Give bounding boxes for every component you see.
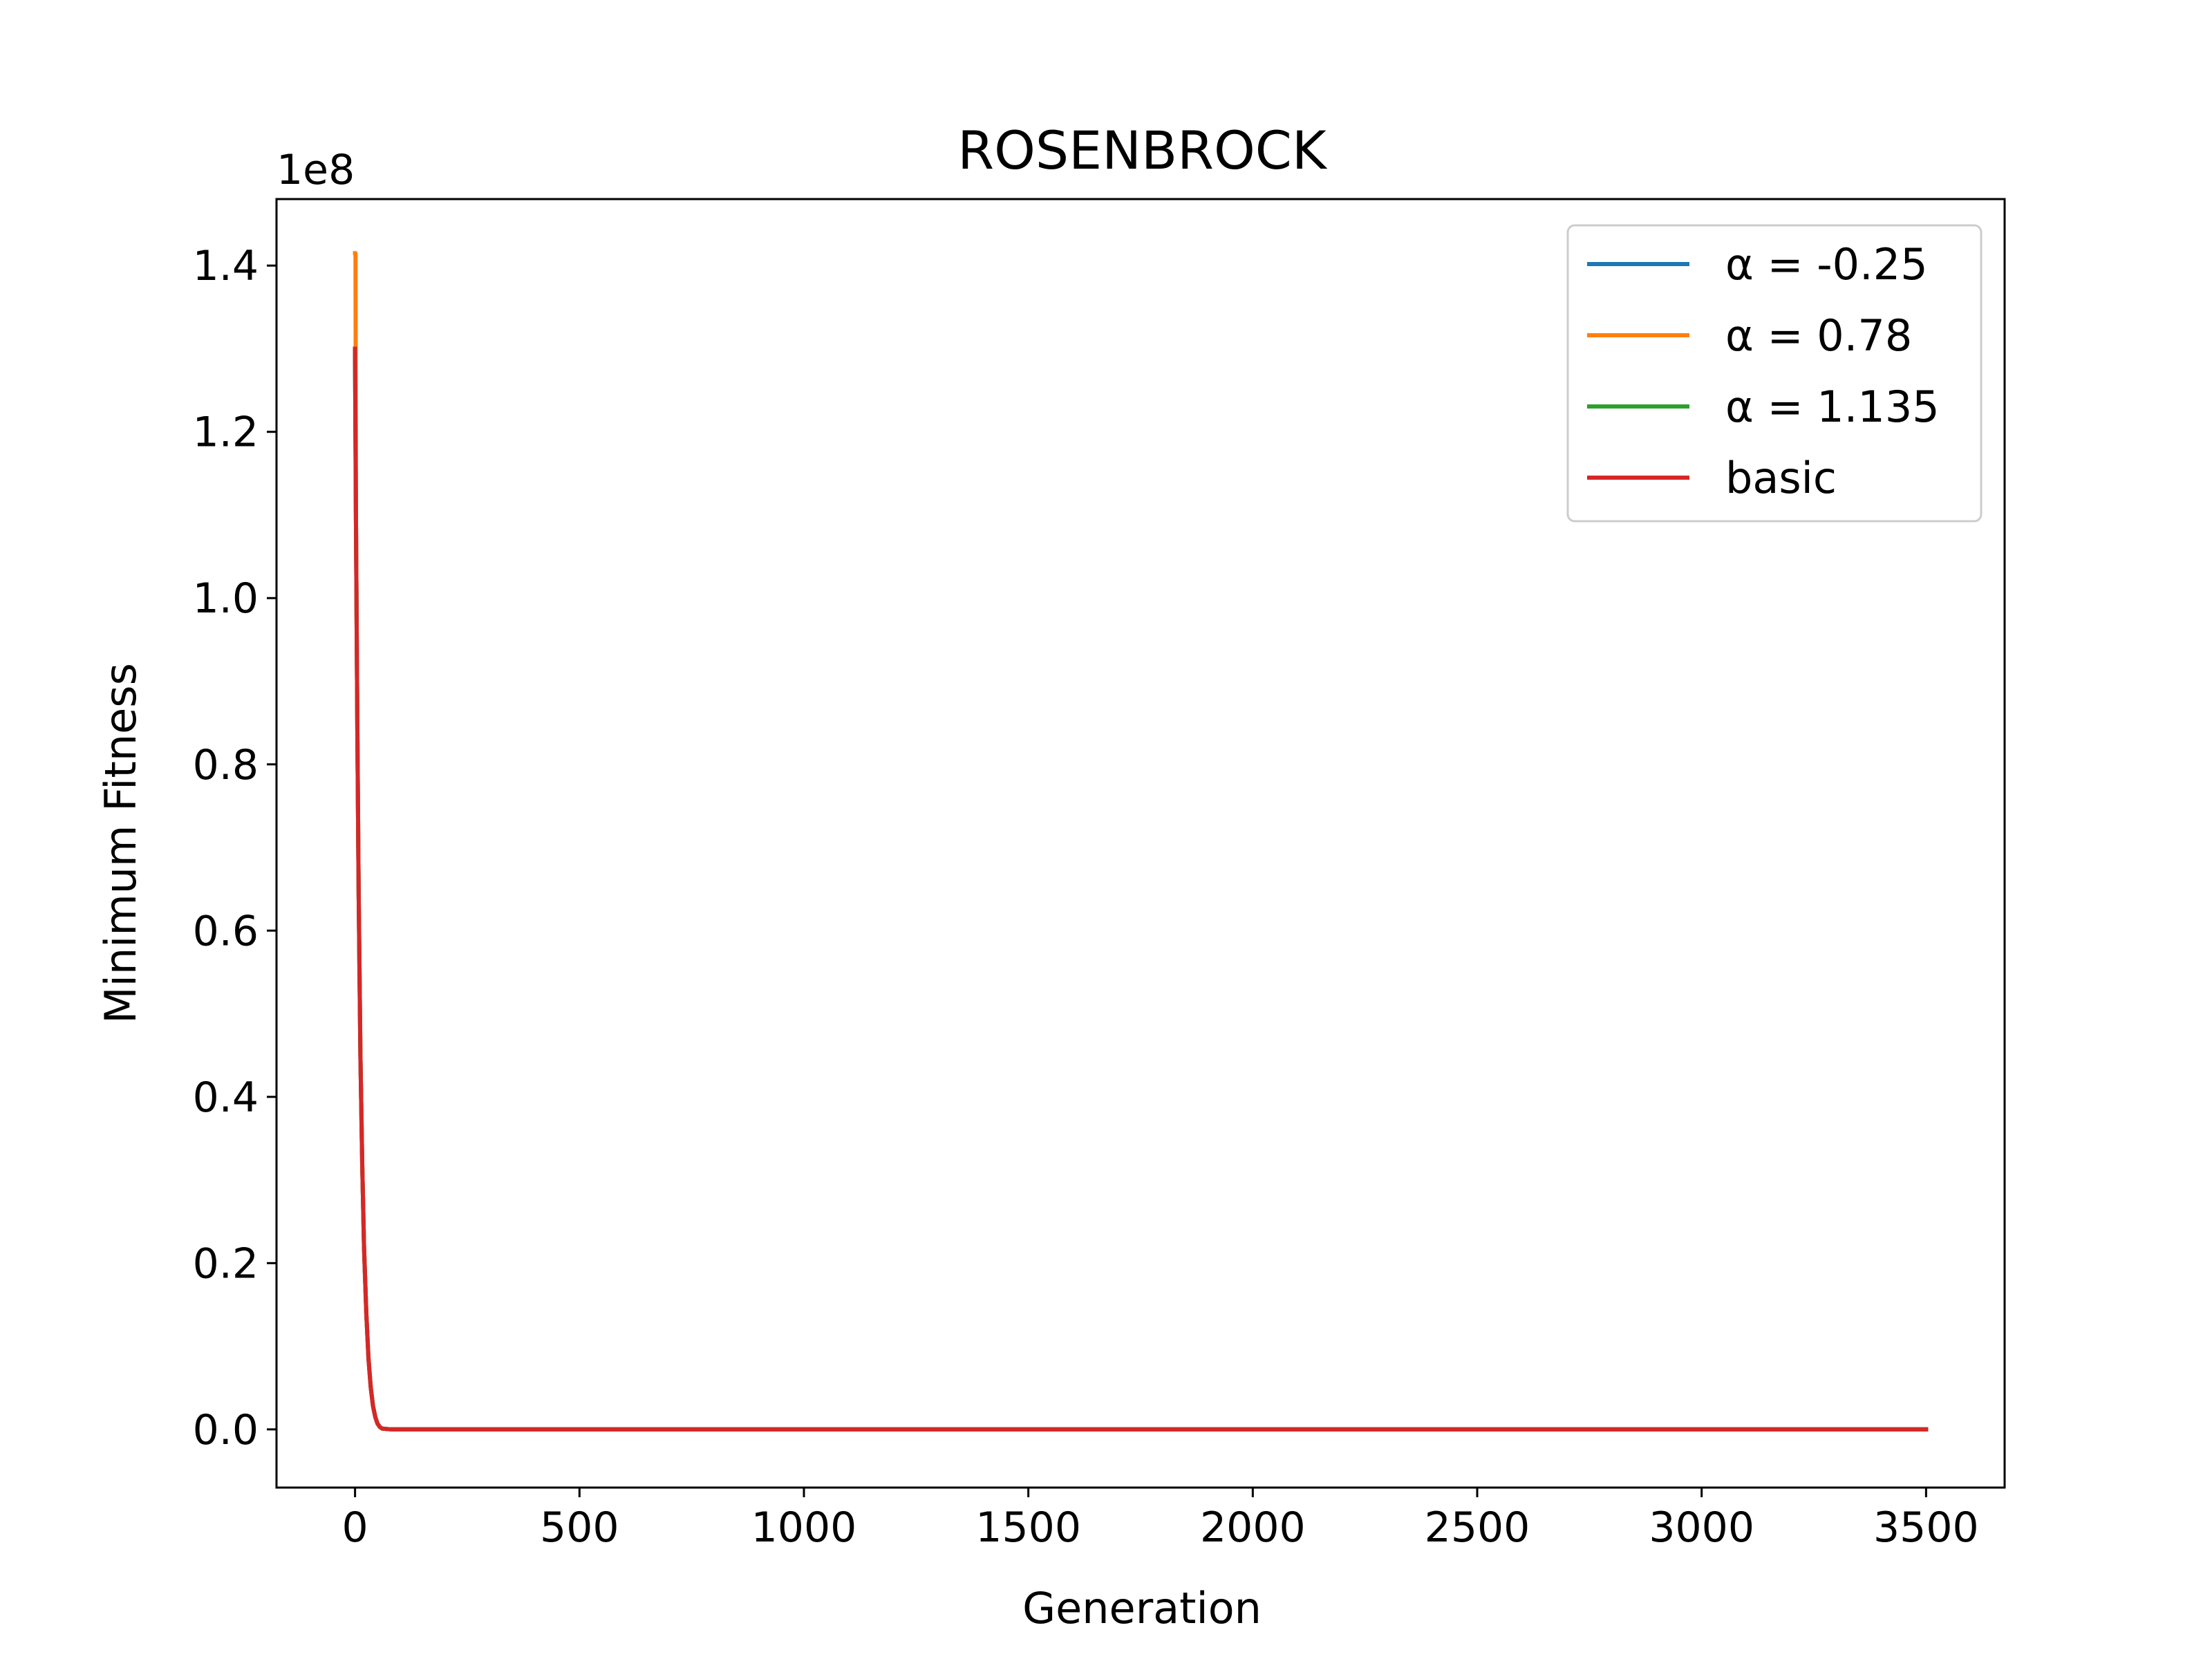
y-tick-label: 0.8 <box>193 741 259 789</box>
x-axis-ticks: 0 500 1000 1500 2000 2500 3000 3500 <box>342 1488 1979 1552</box>
y-axis-offset-label: 1e8 <box>276 146 355 194</box>
legend-box <box>1566 224 1983 523</box>
x-tick-label: 3500 <box>1873 1503 1979 1552</box>
plot-area-frame <box>275 198 2006 1489</box>
x-tick-label: 500 <box>540 1503 619 1552</box>
x-axis-label: Generation <box>1022 1583 1262 1633</box>
y-tick-label: 0.4 <box>193 1074 259 1122</box>
y-tick-label: 1.0 <box>193 574 259 623</box>
y-axis-label: Minimum Fitness <box>95 663 146 1024</box>
legend-label: α = 0.78 <box>1725 310 1912 361</box>
y-tick-label: 0.0 <box>193 1406 259 1454</box>
y-tick-label: 0.6 <box>193 907 259 955</box>
y-axis-ticks: 0.0 0.2 0.4 0.6 0.8 1.0 1.2 1.4 <box>193 242 276 1454</box>
y-tick-label: 1.4 <box>193 242 259 290</box>
legend-label: basic <box>1725 453 1837 503</box>
series-layer <box>353 251 1929 1432</box>
legend-label: α = -0.25 <box>1725 239 1928 290</box>
legend: α = -0.25 α = 0.78 α = 1.135 basic <box>1566 224 1983 523</box>
chart-title: ROSENBROCK <box>957 120 1328 181</box>
x-tick-label: 2500 <box>1425 1503 1530 1552</box>
x-tick-label: 3000 <box>1649 1503 1754 1552</box>
y-tick-label: 1.2 <box>193 409 259 457</box>
x-tick-label: 1500 <box>975 1503 1081 1552</box>
x-tick-label: 1000 <box>751 1503 857 1552</box>
y-tick-label: 0.2 <box>193 1239 259 1288</box>
series-line-4 <box>353 346 1929 1432</box>
x-tick-label: 2000 <box>1200 1503 1306 1552</box>
legend-label: α = 1.135 <box>1725 382 1940 432</box>
x-tick-label: 0 <box>342 1503 368 1552</box>
